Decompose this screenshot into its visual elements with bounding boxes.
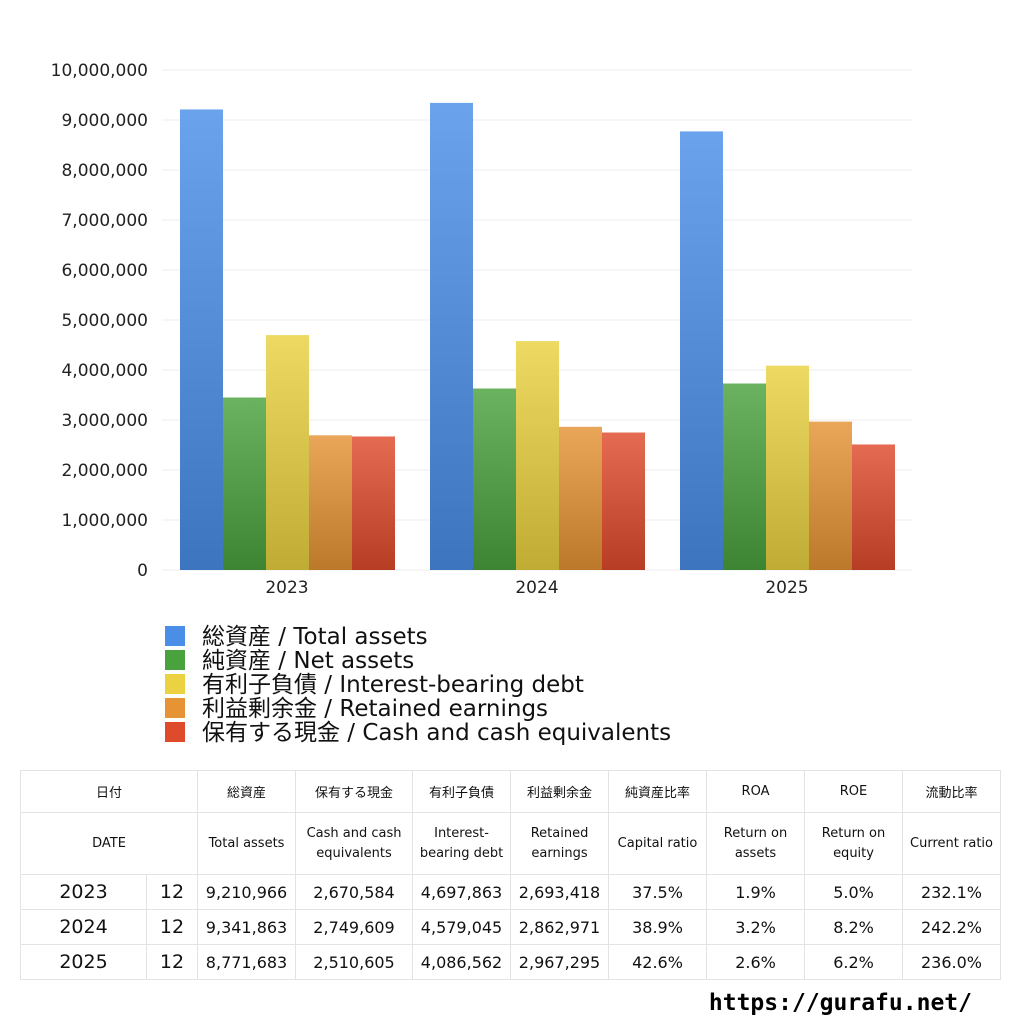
cell-total-assets: 9,341,863 (197, 909, 297, 945)
bar-shading (223, 397, 266, 570)
cell-retained: 2,862,971 (510, 909, 610, 945)
cell-roe: 5.0% (804, 874, 904, 910)
header-roe-en: Return on equity (804, 812, 904, 875)
legend-swatch (165, 698, 185, 718)
y-tick-label: 1,000,000 (61, 511, 148, 531)
cell-cash: 2,510,605 (295, 944, 414, 980)
header-total-assets-jp: 総資産 (197, 770, 297, 813)
bar-shading (766, 365, 809, 570)
cell-year: 2025 (20, 944, 147, 980)
x-tick-label: 2024 (515, 578, 558, 598)
header-debt-jp: 有利子負債 (412, 770, 512, 813)
cell-cash: 2,670,584 (295, 874, 414, 910)
legend-label: 保有する現金 / Cash and cash equivalents (202, 720, 671, 746)
header-date-jp: 日付 (19, 770, 199, 813)
bar-shading (852, 444, 895, 570)
legend-swatch (165, 626, 185, 646)
y-tick-label: 10,000,000 (51, 61, 148, 81)
header-roa-jp: ROA (706, 770, 806, 813)
table-header-jp: 日付 総資産 保有する現金 有利子負債 利益剰余金 純資産比率 ROA ROE … (19, 770, 1002, 813)
bar-chart: 0 1,000,000 2,000,000 3,000,000 4,000,000 5,0… (51, 61, 912, 746)
x-tick-label: 2025 (765, 578, 808, 598)
bar-shading (473, 388, 516, 570)
cell-total-assets: 8,771,683 (197, 944, 297, 980)
y-tick-label: 0 (137, 561, 148, 581)
legend-swatch (165, 674, 185, 694)
bar-shading (809, 421, 852, 570)
y-tick-label: 5,000,000 (61, 311, 148, 331)
cell-current-ratio: 232.1% (902, 874, 1002, 910)
header-retained-en: Retained earnings (510, 812, 610, 875)
table-row: 2023 12 9,210,966 2,670,584 4,697,863 2,… (20, 874, 1002, 910)
cell-roe: 6.2% (804, 944, 904, 980)
cell-current-ratio: 242.2% (902, 909, 1002, 945)
bar-shading (352, 436, 395, 570)
header-current-ratio-en: Current ratio (902, 812, 1002, 875)
y-tick-label: 4,000,000 (61, 361, 148, 381)
legend-label: 有利子負債 / Interest-bearing debt (202, 672, 584, 698)
cell-retained: 2,693,418 (510, 874, 610, 910)
header-roa-en: Return on assets (706, 812, 806, 875)
legend-label: 総資産 / Total assets (202, 624, 428, 650)
cell-cash: 2,749,609 (295, 909, 414, 945)
cell-debt: 4,086,562 (412, 944, 512, 980)
y-tick-label: 7,000,000 (61, 211, 148, 231)
bar-shading (559, 426, 602, 570)
cell-month: 12 (145, 874, 199, 910)
cell-retained: 2,967,295 (510, 944, 610, 980)
cell-capital-ratio: 38.9% (608, 909, 708, 945)
header-total-assets-en: Total assets (197, 812, 297, 875)
table-row: 2024 12 9,341,863 2,749,609 4,579,045 2,… (20, 909, 1002, 945)
bar-shading (430, 102, 473, 570)
x-tick-label: 2023 (265, 578, 308, 598)
header-debt-en: Interest-bearing debt (412, 812, 512, 875)
bar-shading (680, 131, 723, 571)
header-roe-jp: ROE (804, 770, 904, 813)
bar-shading (602, 432, 645, 570)
header-capital-ratio-jp: 純資産比率 (608, 770, 708, 813)
cell-roa: 1.9% (706, 874, 806, 910)
cell-year: 2023 (20, 874, 147, 910)
y-tick-label: 6,000,000 (61, 261, 148, 281)
header-current-ratio-jp: 流動比率 (902, 770, 1002, 813)
header-cash-jp: 保有する現金 (295, 770, 414, 813)
summary-table: 日付 総資産 保有する現金 有利子負債 利益剰余金 純資産比率 ROA ROE … (19, 770, 1002, 980)
legend-label: 利益剰余金 / Retained earnings (202, 696, 548, 722)
legend-swatch (165, 722, 185, 742)
cell-month: 12 (145, 944, 199, 980)
cell-current-ratio: 236.0% (902, 944, 1002, 980)
header-cash-en: Cash and cash equivalents (295, 812, 414, 875)
cell-roe: 8.2% (804, 909, 904, 945)
header-retained-jp: 利益剰余金 (510, 770, 610, 813)
cell-month: 12 (145, 909, 199, 945)
cell-capital-ratio: 37.5% (608, 874, 708, 910)
site-url[interactable]: https://gurafu.net/ (708, 990, 972, 1016)
bar-shading (266, 335, 309, 570)
legend-label: 純資産 / Net assets (202, 648, 414, 674)
y-tick-label: 2,000,000 (61, 461, 148, 481)
cell-capital-ratio: 42.6% (608, 944, 708, 980)
cell-roa: 2.6% (706, 944, 806, 980)
legend-swatch (165, 650, 185, 670)
y-tick-label: 3,000,000 (61, 411, 148, 431)
header-date-en: DATE (19, 812, 199, 875)
cell-total-assets: 9,210,966 (197, 874, 297, 910)
cell-debt: 4,697,863 (412, 874, 512, 910)
bar-shading (180, 109, 223, 571)
cell-roa: 3.2% (706, 909, 806, 945)
y-tick-label: 9,000,000 (61, 111, 148, 131)
table-row: 2025 12 8,771,683 2,510,605 4,086,562 2,… (20, 944, 1002, 980)
bar-shading (516, 341, 559, 570)
cell-year: 2024 (20, 909, 147, 945)
y-tick-label: 8,000,000 (61, 161, 148, 181)
cell-debt: 4,579,045 (412, 909, 512, 945)
bar-shading (309, 435, 352, 570)
bar-shading (723, 383, 766, 570)
header-capital-ratio-en: Capital ratio (608, 812, 708, 875)
table-header-en: DATE Total assets Cash and cash equivale… (19, 812, 1002, 875)
